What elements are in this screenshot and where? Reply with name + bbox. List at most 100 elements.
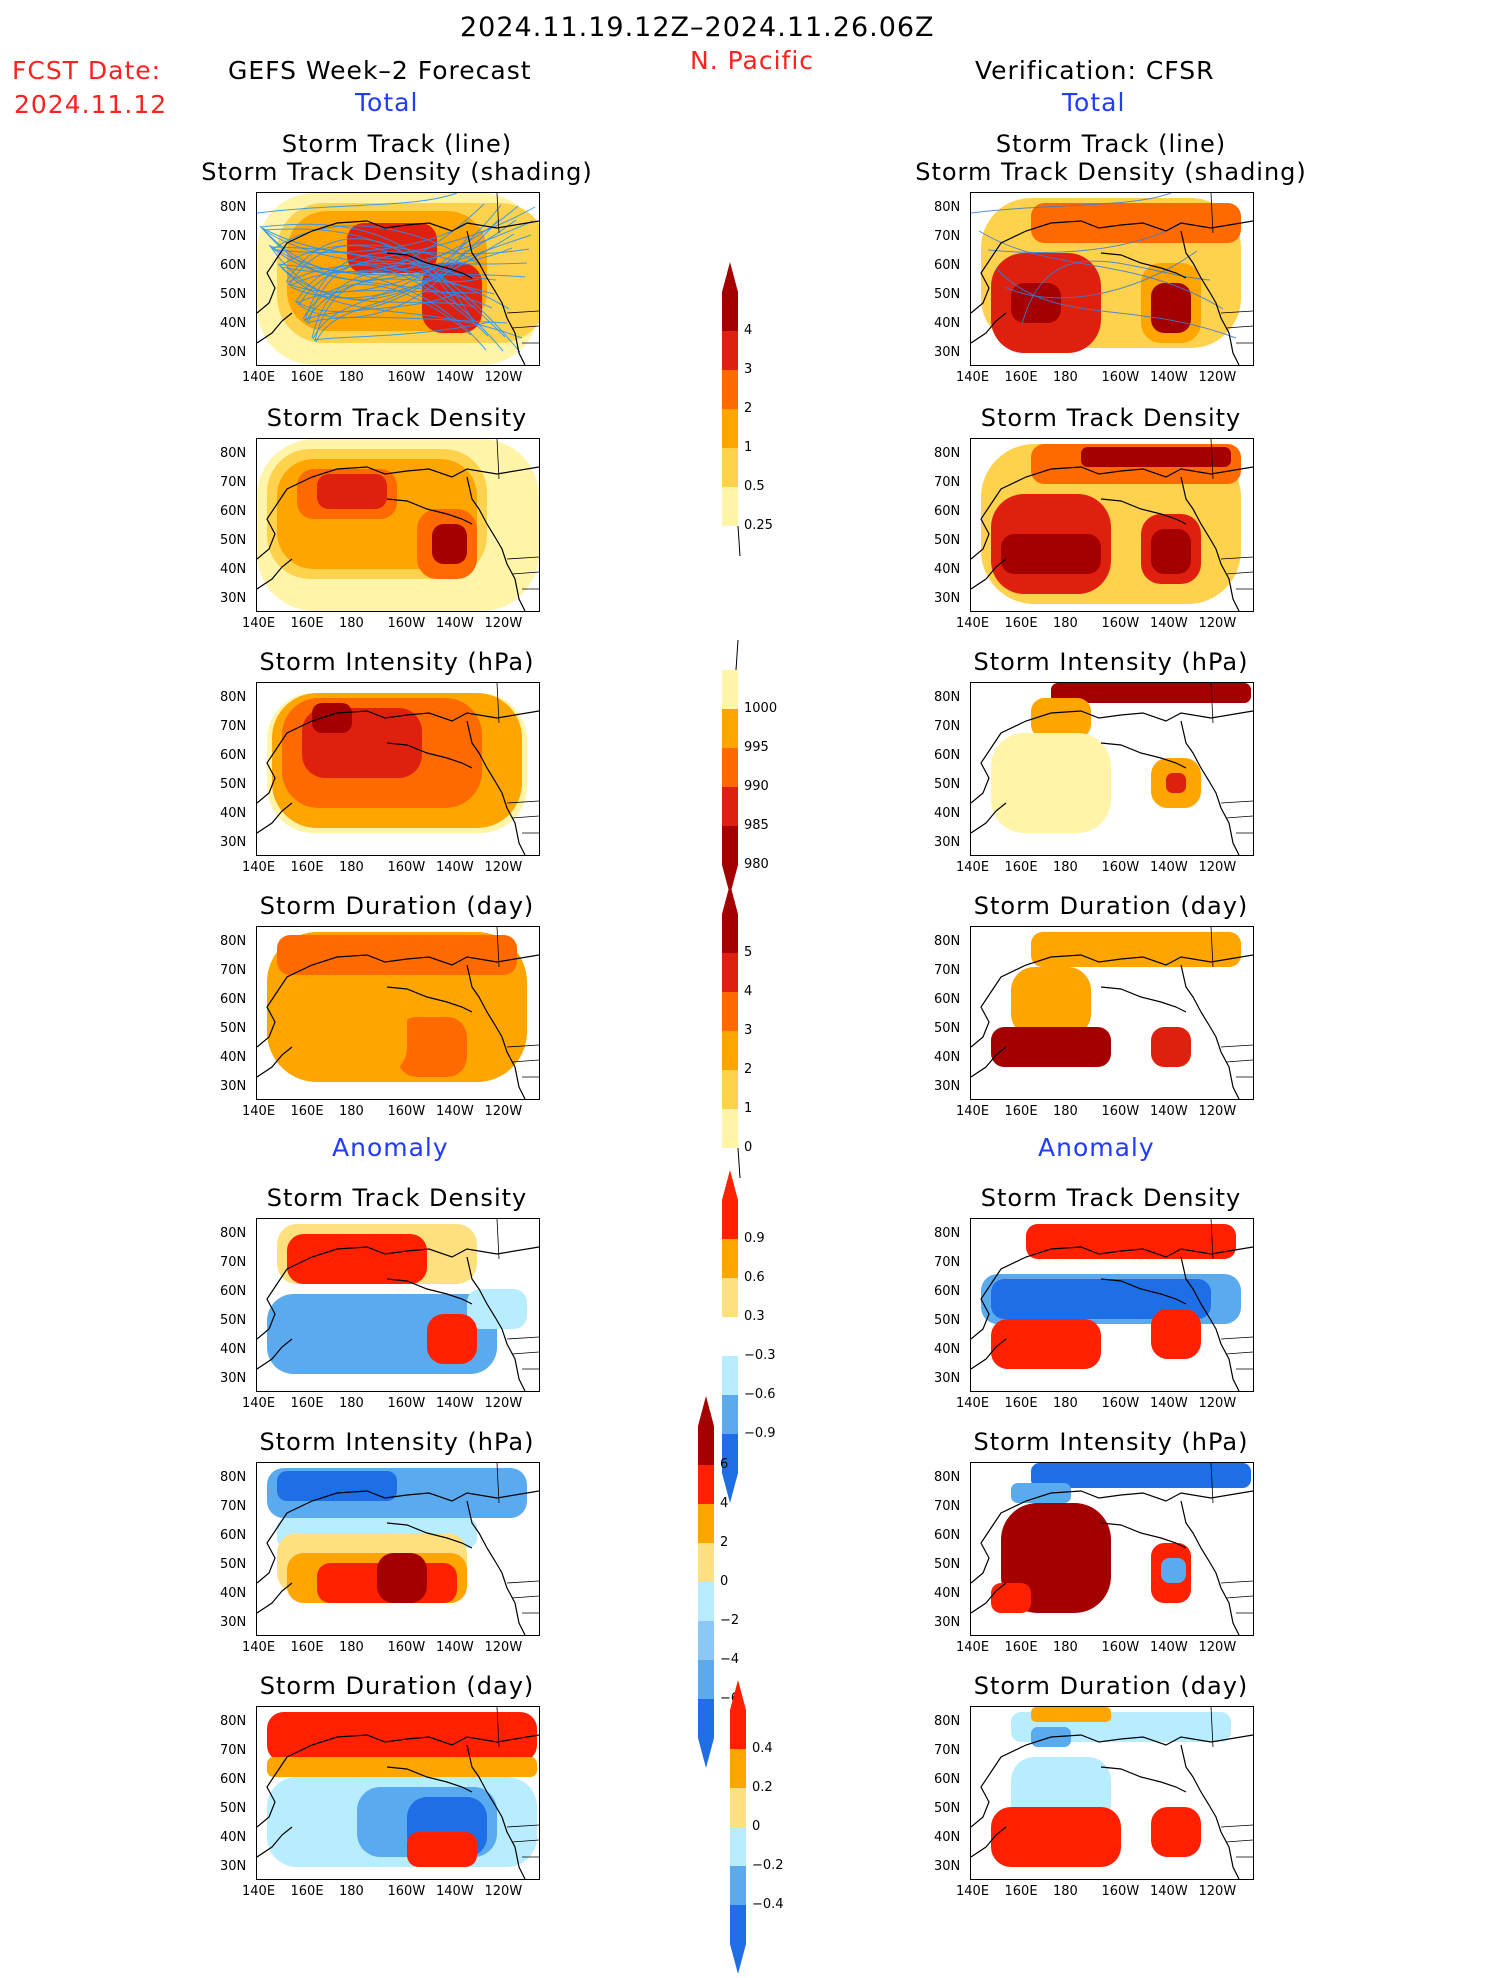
right-anom-density-lat-label: 40N xyxy=(934,1342,961,1357)
left-anom-density-lon-label: 180 xyxy=(339,1396,364,1411)
left-anom-duration-lat-label: 70N xyxy=(220,1743,247,1758)
right-duration-lat-label: 60N xyxy=(934,992,961,1007)
right-anom-density-lon-label: 160W xyxy=(1101,1396,1140,1411)
colorbar-intensity-total-label: 990 xyxy=(744,779,769,794)
right-track-line-lat-label: 40N xyxy=(934,316,961,331)
right-duration-lat-label: 80N xyxy=(934,934,961,949)
right-track-line-lat-label: 30N xyxy=(934,345,961,360)
colorbar-density-anomaly-label: −0.3 xyxy=(744,1348,776,1363)
colorbar-intensity-total-label: 1000 xyxy=(744,701,778,716)
left-track-line-lon-label: 160E xyxy=(290,370,324,385)
left-track-density-lat-label: 80N xyxy=(220,446,247,461)
left-duration-lon-label: 160E xyxy=(290,1104,324,1119)
colorbar-intensity-anomaly-label: 0 xyxy=(720,1574,729,1589)
right-intensity-map xyxy=(970,682,1254,856)
right-anom-intensity-lat-label: 70N xyxy=(934,1499,961,1514)
right-anom-intensity-title-1: Storm Intensity (hPa) xyxy=(973,1428,1249,1456)
left-track-line-title-1: Storm Track (line) xyxy=(281,130,513,158)
right-anom-duration-lat-label: 40N xyxy=(934,1830,961,1845)
colorbar-density-anomaly-label: −0.9 xyxy=(744,1426,776,1441)
left-track-line-lon-label: 180 xyxy=(339,370,364,385)
left-anom-intensity-map xyxy=(256,1462,540,1636)
right-anom-duration-lat-label: 60N xyxy=(934,1772,961,1787)
right-intensity-lon-label: 140E xyxy=(956,860,990,875)
left-duration-title-1: Storm Duration (day) xyxy=(259,892,535,920)
left-track-density-lat-label: 50N xyxy=(220,533,247,548)
colorbar-density-total xyxy=(722,262,762,560)
right-duration-lat-label: 70N xyxy=(934,963,961,978)
left-duration-lat-label: 40N xyxy=(220,1050,247,1065)
right-duration-lon-label: 160E xyxy=(1004,1104,1038,1119)
left-anom-density-lon-label: 160W xyxy=(387,1396,426,1411)
right-track-line-lon-label: 160W xyxy=(1101,370,1140,385)
right-track-line-lon-label: 140E xyxy=(956,370,990,385)
colorbar-intensity-anomaly xyxy=(698,1396,738,1772)
left-track-density-lat-label: 30N xyxy=(220,591,247,606)
left-intensity-lat-label: 80N xyxy=(220,690,247,705)
right-anom-duration-lon-label: 140E xyxy=(956,1884,990,1899)
right-anom-duration-lon-label: 140W xyxy=(1150,1884,1188,1899)
right-track-line-lat-label: 60N xyxy=(934,258,961,273)
right-intensity-lon-label: 120W xyxy=(1198,860,1237,875)
left-anom-density-lon-label: 140W xyxy=(436,1396,474,1411)
colorbar-density-total-label: 0.25 xyxy=(744,518,773,533)
left-anom-duration-lon-label: 120W xyxy=(484,1884,523,1899)
left-anom-intensity-lon-label: 160E xyxy=(290,1640,324,1655)
colorbar-intensity-total-label: 985 xyxy=(744,818,769,833)
left-track-line-lat-label: 50N xyxy=(220,287,247,302)
left-anom-density-lon-label: 160E xyxy=(290,1396,324,1411)
left-anom-density-lon-label: 140E xyxy=(242,1396,276,1411)
left-track-line-title-2: Storm Track Density (shading) xyxy=(201,158,593,186)
left-duration-lat-label: 80N xyxy=(220,934,247,949)
right-anom-density-lat-label: 80N xyxy=(934,1226,961,1241)
right-anom-intensity-lon-label: 180 xyxy=(1053,1640,1078,1655)
colorbar-duration-total-label: 1 xyxy=(744,1101,753,1116)
left-anomaly-label: Anomaly xyxy=(332,1133,449,1162)
left-duration-lon-label: 140E xyxy=(242,1104,276,1119)
right-anom-intensity-map xyxy=(970,1462,1254,1636)
right-intensity-lon-label: 160E xyxy=(1004,860,1038,875)
right-anom-intensity-lon-label: 140E xyxy=(956,1640,990,1655)
left-track-density-lon-label: 160E xyxy=(290,616,324,631)
right-intensity-lat-label: 50N xyxy=(934,777,961,792)
left-anom-intensity-lon-label: 160W xyxy=(387,1640,426,1655)
left-anom-density-map xyxy=(256,1218,540,1392)
right-anom-density-lat-label: 30N xyxy=(934,1371,961,1386)
left-intensity-lat-label: 50N xyxy=(220,777,247,792)
right-anom-density-title-1: Storm Track Density xyxy=(980,1184,1242,1212)
left-track-density-lon-label: 140E xyxy=(242,616,276,631)
right-anom-duration-lat-label: 30N xyxy=(934,1859,961,1874)
right-anom-intensity-lon-label: 120W xyxy=(1198,1640,1237,1655)
right-anom-duration-lat-label: 70N xyxy=(934,1743,961,1758)
right-anom-duration-lon-label: 160E xyxy=(1004,1884,1038,1899)
right-track-line-lat-label: 70N xyxy=(934,229,961,244)
right-track-line-lon-label: 180 xyxy=(1053,370,1078,385)
left-column-title: GEFS Week–2 Forecast xyxy=(228,56,532,85)
right-anom-intensity-lon-label: 160W xyxy=(1101,1640,1140,1655)
left-intensity-lon-label: 160E xyxy=(290,860,324,875)
right-track-line-lon-label: 120W xyxy=(1198,370,1237,385)
right-duration-lat-label: 40N xyxy=(934,1050,961,1065)
right-anom-duration-lon-label: 120W xyxy=(1198,1884,1237,1899)
right-anomaly-label: Anomaly xyxy=(1038,1133,1155,1162)
colorbar-density-total-label: 3 xyxy=(744,362,753,377)
right-intensity-lat-label: 80N xyxy=(934,690,961,705)
left-intensity-lat-label: 70N xyxy=(220,719,247,734)
right-intensity-lat-label: 70N xyxy=(934,719,961,734)
left-anom-density-lon-label: 120W xyxy=(484,1396,523,1411)
left-duration-lon-label: 120W xyxy=(484,1104,523,1119)
left-anom-duration-lat-label: 40N xyxy=(220,1830,247,1845)
left-anom-duration-lon-label: 140E xyxy=(242,1884,276,1899)
left-track-density-title-1: Storm Track Density xyxy=(266,404,528,432)
right-intensity-lon-label: 140W xyxy=(1150,860,1188,875)
colorbar-density-total-label: 0.5 xyxy=(744,479,765,494)
left-anom-duration-lon-label: 140W xyxy=(436,1884,474,1899)
colorbar-duration-total-label: 0 xyxy=(744,1140,753,1155)
colorbar-density-anomaly-label: −0.6 xyxy=(744,1387,776,1402)
right-track-density-map xyxy=(970,438,1254,612)
right-track-density-lat-label: 40N xyxy=(934,562,961,577)
right-anom-density-lon-label: 140E xyxy=(956,1396,990,1411)
left-track-line-lat-label: 30N xyxy=(220,345,247,360)
left-anom-density-lat-label: 50N xyxy=(220,1313,247,1328)
right-anom-intensity-lat-label: 60N xyxy=(934,1528,961,1543)
